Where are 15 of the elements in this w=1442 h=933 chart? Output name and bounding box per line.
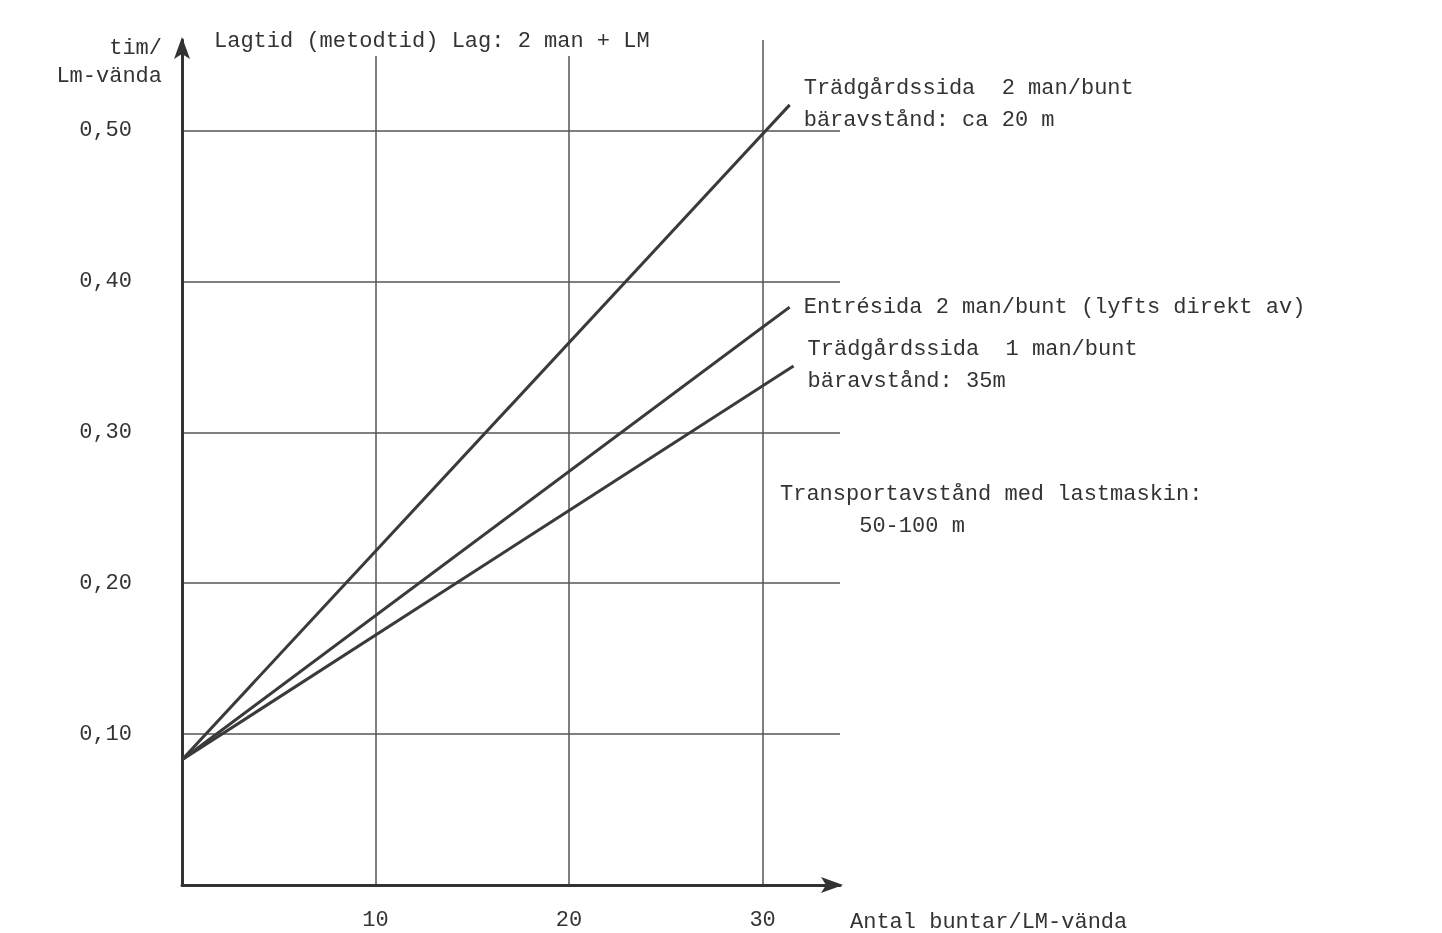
x-tick-label: 20 xyxy=(555,907,583,933)
y-tick-label: 0,50 xyxy=(79,118,132,144)
y-tick-label: 0,40 xyxy=(79,268,132,294)
y-tick-label: 0,20 xyxy=(79,570,132,596)
series-label: Trädgårdssida 1 man/bunt bäravstånd: 35m xyxy=(807,337,1138,395)
x-tick-label: 10 xyxy=(362,907,389,933)
chart-title: Lagtid (metodtid) Lag: 2 man + LM xyxy=(214,28,650,54)
x-tick-label: 30 xyxy=(749,907,776,933)
x-axis-title: Antal buntar/LM-vända xyxy=(850,909,1128,933)
series-label: Trädgårdssida 2 man/bunt bäravstånd: ca 20 m xyxy=(803,76,1134,134)
series-label: Entrésida 2 man/bunt (lyfts direkt av) xyxy=(803,294,1306,320)
annotation: Transportavstånd med lastmaskin: 50-100 m xyxy=(780,481,1203,539)
y-tick-label: 0,30 xyxy=(79,419,132,445)
y-tick-label: 0,10 xyxy=(79,721,132,747)
y-axis-title: tim/ Lm-vända xyxy=(56,35,162,89)
